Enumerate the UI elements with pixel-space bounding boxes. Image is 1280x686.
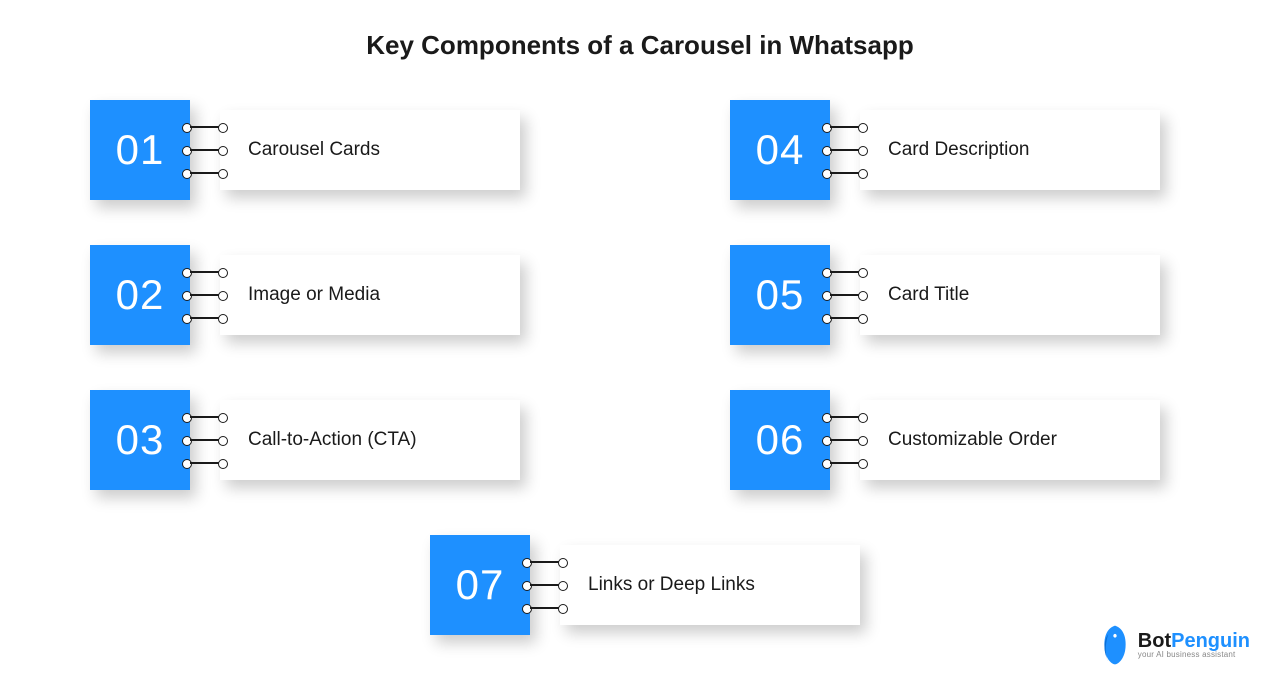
spiral-binding-icon xyxy=(184,390,226,490)
spiral-binding-icon xyxy=(824,100,866,200)
spiral-binding-icon xyxy=(184,100,226,200)
item-number: 01 xyxy=(90,100,190,200)
spiral-binding-icon xyxy=(524,535,566,635)
penguin-icon xyxy=(1098,624,1132,666)
logo-text-bot: Bot xyxy=(1138,630,1171,652)
item-label: Customizable Order xyxy=(860,400,1160,480)
spiral-binding-icon xyxy=(824,390,866,490)
spiral-binding-icon xyxy=(184,245,226,345)
item-label: Image or Media xyxy=(220,255,520,335)
logo-tagline: your AI business assistant xyxy=(1138,651,1250,659)
item-label: Links or Deep Links xyxy=(560,545,860,625)
spiral-binding-icon xyxy=(824,245,866,345)
component-item: Carousel Cards 01 xyxy=(90,100,520,200)
component-item: Card Title 05 xyxy=(730,245,1160,345)
item-number: 07 xyxy=(430,535,530,635)
item-label: Call-to-Action (CTA) xyxy=(220,400,520,480)
item-number: 06 xyxy=(730,390,830,490)
item-number: 04 xyxy=(730,100,830,200)
item-label: Carousel Cards xyxy=(220,110,520,190)
component-item: Call-to-Action (CTA) 03 xyxy=(90,390,520,490)
item-label: Card Title xyxy=(860,255,1160,335)
item-number: 05 xyxy=(730,245,830,345)
page-title: Key Components of a Carousel in Whatsapp xyxy=(0,0,1280,61)
logo-text-penguin: Penguin xyxy=(1171,630,1250,652)
component-item: Card Description 04 xyxy=(730,100,1160,200)
component-item: Image or Media 02 xyxy=(90,245,520,345)
item-number: 02 xyxy=(90,245,190,345)
component-item: Customizable Order 06 xyxy=(730,390,1160,490)
item-label: Card Description xyxy=(860,110,1160,190)
component-item: Links or Deep Links 07 xyxy=(430,535,860,635)
item-number: 03 xyxy=(90,390,190,490)
brand-logo: BotPenguin your AI business assistant xyxy=(1098,624,1250,666)
